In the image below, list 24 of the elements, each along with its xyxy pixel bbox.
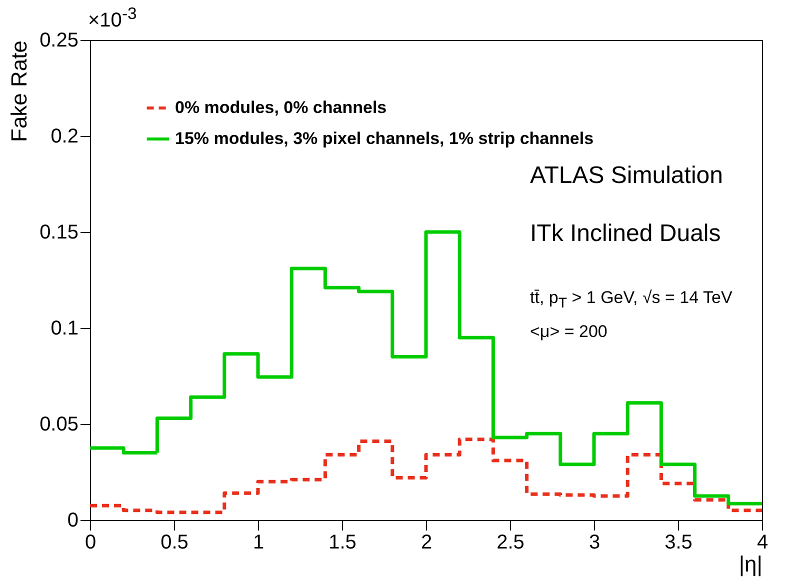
x-tick-label: 2.5 [496,532,524,554]
y-tick-label: 0.15 [40,222,78,244]
y-tick-label: 0 [67,510,78,532]
x-tick-label: 2 [420,532,432,554]
x-tick-label: 4 [756,532,768,554]
x-tick-label: 0.5 [160,532,188,554]
x-tick-label: 3.5 [664,532,692,554]
annotation: ATLAS Simulation [530,162,723,190]
y-tick-label: 0.1 [50,318,78,340]
x-tick-label: 0 [84,532,96,554]
legend-label: 0% modules, 0% channels [175,98,387,117]
legend-label: 15% modules, 3% pixel channels, 1% strip channels [175,129,594,148]
annotation: ITk Inclined Duals [530,220,721,248]
x-tick-label: 3 [588,532,600,554]
annotation: tt̄, p$_{T}$ > 1 GeV, √s = 14 TeV [530,288,732,312]
y-axis-title: Fake Rate [6,40,32,142]
y-tick-label: 0.25 [40,30,78,52]
annotation: <μ> = 200 [530,322,608,342]
y-tick-label: 0.05 [40,414,78,436]
x-tick-label: 1.5 [328,532,356,554]
x-tick-label: 1 [252,532,264,554]
y-tick-label: 0.2 [50,126,78,148]
x-axis-title: |η| [738,552,762,576]
text: ×10$^{-3}$ [88,4,137,33]
